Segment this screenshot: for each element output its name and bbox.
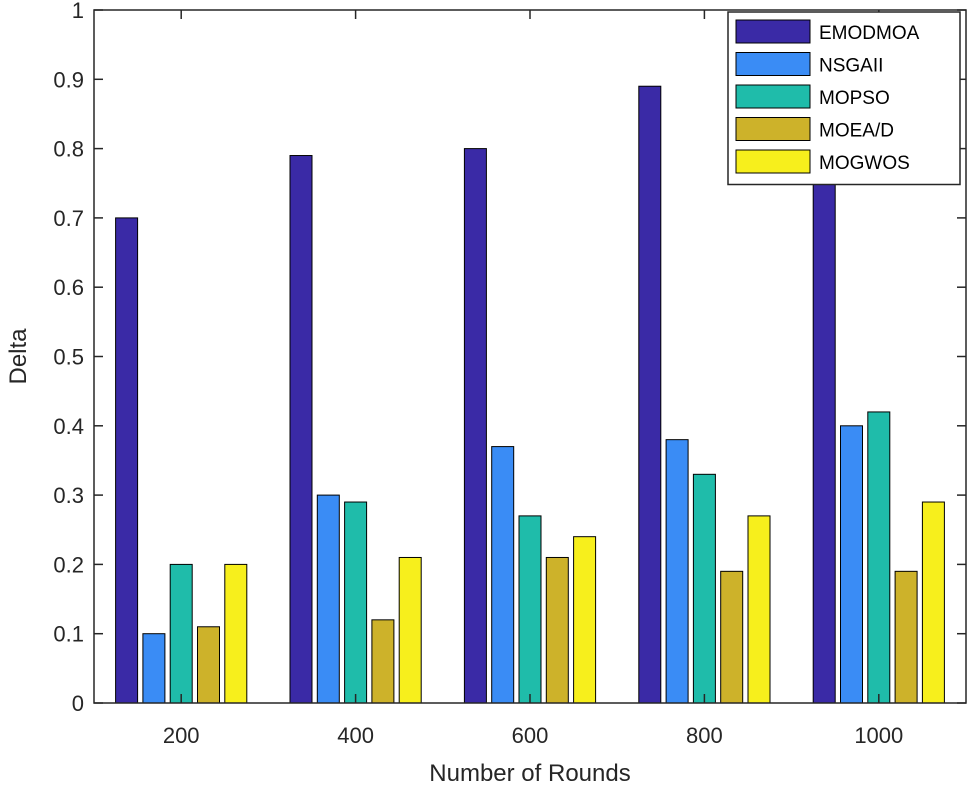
bar-nsgaii-1000: [840, 425, 863, 704]
legend-swatch: [735, 19, 811, 44]
x-tick-label: 600: [512, 723, 549, 748]
bar-moea-d-200: [197, 626, 220, 704]
y-tick-label: 0.6: [53, 275, 84, 300]
y-tick-label: 0.2: [53, 552, 84, 577]
bar-mopso-600: [518, 515, 542, 704]
bar-mogwos-400: [398, 556, 422, 704]
bars-group: [115, 44, 945, 704]
bar-emodmoa-600: [463, 148, 487, 704]
bar-mogwos-1000: [921, 501, 945, 704]
bar-mogwos-600: [573, 536, 597, 704]
bar-mopso-800: [692, 473, 716, 704]
bar-mogwos-800: [747, 515, 771, 704]
y-tick-label: 0.5: [53, 345, 84, 370]
y-tick-label: 0.9: [53, 67, 84, 92]
bar-moea-d-400: [371, 619, 395, 704]
y-tick-label: 0.3: [53, 483, 84, 508]
bar-emodmoa-800: [638, 85, 662, 704]
y-tick-label: 0.4: [53, 414, 84, 439]
x-tick-label: 400: [337, 723, 374, 748]
y-tick-label: 0.1: [53, 622, 84, 647]
legend-label: MOGWOS: [819, 153, 910, 174]
legend-swatch: [735, 52, 811, 76]
legend-label: EMODMOA: [819, 23, 920, 44]
bar-nsgaii-800: [665, 439, 689, 704]
y-axis-label: Delta: [5, 328, 32, 385]
x-axis-label: Number of Rounds: [429, 760, 630, 786]
x-tick-label: 1000: [854, 723, 903, 748]
x-axis: 200 400 600 800 1000: [163, 10, 903, 748]
legend-label: MOPSO: [819, 88, 890, 109]
bar-emodmoa-400: [289, 155, 313, 704]
x-tick-label: 800: [686, 723, 723, 748]
bar-moea-d-800: [720, 570, 744, 704]
bar-mopso-200: [169, 563, 193, 704]
bar-mogwos-200: [224, 563, 248, 704]
legend-label: NSGAII: [819, 56, 883, 77]
legend-swatch: [735, 84, 811, 109]
legend-label: MOEA/D: [819, 121, 894, 142]
y-tick-label: 0.8: [53, 137, 84, 162]
bar-moea-d-1000: [894, 570, 918, 704]
bar-nsgaii-600: [491, 446, 515, 704]
bar-mopso-1000: [867, 411, 891, 704]
bar-emodmoa-200: [115, 217, 139, 704]
y-tick-label: 0: [72, 691, 84, 716]
legend-swatch: [735, 149, 811, 174]
bar-nsgaii-200: [142, 633, 166, 704]
legend: EMODMOA NSGAII MOPSO MOEA/D MOGWOS: [727, 11, 961, 186]
x-tick-label: 200: [163, 723, 200, 748]
bar-nsgaii-400: [316, 494, 340, 704]
y-tick-label: 0.7: [53, 206, 84, 231]
legend-swatch: [735, 117, 811, 141]
y-tick-label: 1: [72, 0, 84, 23]
bar-moea-d-600: [545, 556, 569, 704]
bar-mopso-400: [344, 501, 368, 704]
